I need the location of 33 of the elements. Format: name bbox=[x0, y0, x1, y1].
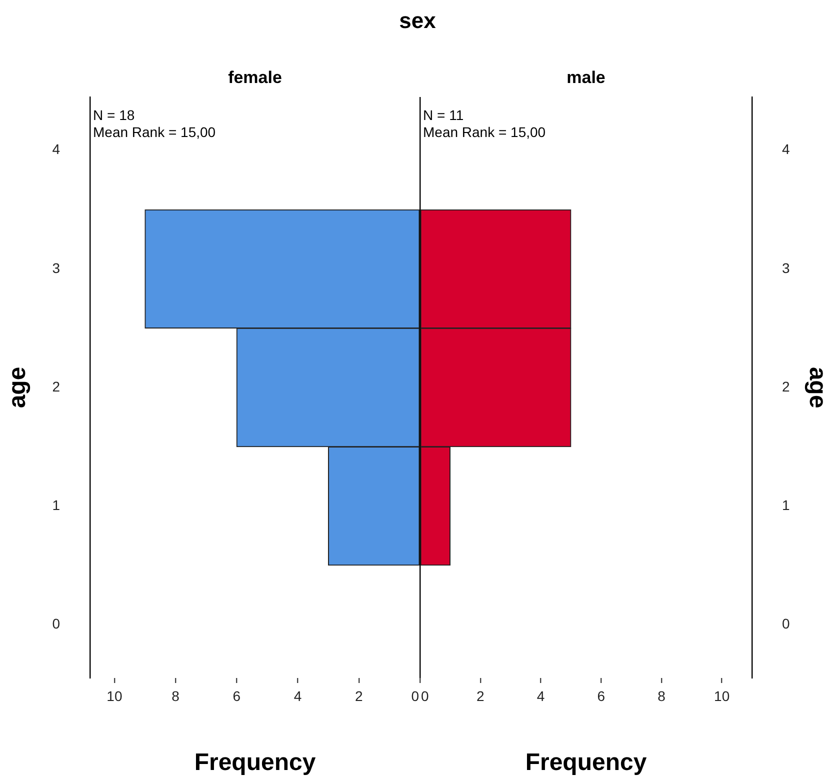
x-tick-label: 4 bbox=[294, 688, 302, 704]
chart-subtitle: male bbox=[566, 68, 606, 88]
y-tick-label: 1 bbox=[782, 496, 790, 513]
y-tick-label: 4 bbox=[782, 141, 790, 158]
y-tick-label: 2 bbox=[52, 378, 60, 394]
y-axis-title: age bbox=[4, 366, 32, 408]
chart-subtitle: female bbox=[228, 68, 282, 88]
y-tick-label: 1 bbox=[52, 496, 60, 513]
y-tick-label: 3 bbox=[52, 260, 60, 276]
y-tick-label: 0 bbox=[782, 616, 790, 632]
x-tick-label: 10 bbox=[106, 688, 122, 704]
annotation: N = 18 bbox=[93, 106, 135, 123]
y-tick-label: 2 bbox=[782, 378, 790, 394]
x-tick-label: 2 bbox=[354, 688, 363, 704]
x-tick-label: 0 bbox=[420, 688, 429, 704]
x-axis-title: Frequency bbox=[194, 749, 316, 776]
annotation: Mean Rank = 15,00 bbox=[93, 124, 216, 140]
x-tick-label: 8 bbox=[172, 688, 180, 704]
x-tick-label: 4 bbox=[536, 688, 545, 704]
x-axis-title: Frequency bbox=[525, 749, 648, 776]
x-tick-label: 10 bbox=[714, 688, 730, 704]
chart-title: sex bbox=[399, 8, 436, 34]
x-tick-label: 2 bbox=[476, 688, 484, 704]
x-tick-label: 0 bbox=[411, 688, 420, 704]
y-tick-label: 0 bbox=[52, 616, 60, 632]
x-tick-label: 6 bbox=[597, 688, 606, 704]
annotation: Mean Rank = 15,00 bbox=[423, 124, 546, 140]
x-tick-label: 6 bbox=[232, 688, 241, 704]
y-tick-label: 3 bbox=[782, 260, 790, 276]
x-tick-label: 8 bbox=[658, 688, 666, 704]
y-axis-title: age bbox=[804, 366, 831, 408]
annotation: N = 11 bbox=[423, 106, 464, 123]
y-tick-label: 4 bbox=[52, 141, 60, 158]
